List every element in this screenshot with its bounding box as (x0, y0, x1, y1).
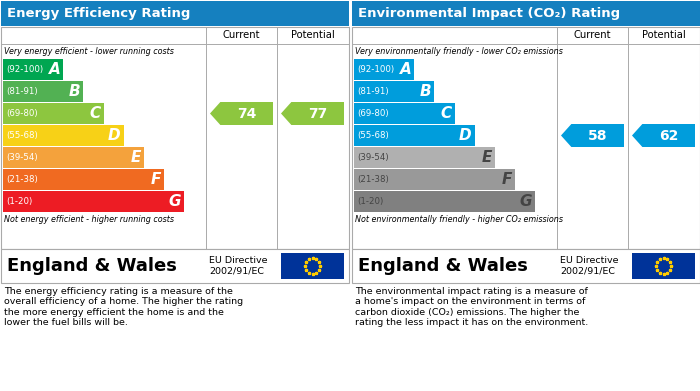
Bar (1, 249, 349, 283)
Bar (632, 253, 695, 279)
Text: England & Wales: England & Wales (358, 257, 528, 275)
Bar (352, 1, 700, 26)
Bar (354, 125, 475, 146)
Polygon shape (210, 102, 273, 125)
Bar (354, 191, 535, 212)
Text: (92-100): (92-100) (357, 65, 394, 74)
Text: G: G (519, 194, 532, 209)
Bar (352, 249, 700, 283)
Text: E: E (482, 150, 491, 165)
Polygon shape (561, 124, 624, 147)
Text: England & Wales: England & Wales (7, 257, 177, 275)
Text: F: F (150, 172, 161, 187)
Bar (354, 59, 414, 80)
Text: (81-91): (81-91) (6, 87, 38, 96)
Text: (39-54): (39-54) (6, 153, 38, 162)
Text: (55-68): (55-68) (6, 131, 38, 140)
Polygon shape (632, 124, 695, 147)
Text: D: D (108, 128, 120, 143)
Text: (81-91): (81-91) (357, 87, 388, 96)
Bar (1, 27, 349, 249)
Bar (281, 253, 344, 279)
Text: A: A (400, 62, 412, 77)
Bar (3, 191, 184, 212)
Bar (3, 59, 63, 80)
Text: (69-80): (69-80) (357, 109, 388, 118)
Text: G: G (169, 194, 181, 209)
Text: EU Directive
2002/91/EC: EU Directive 2002/91/EC (209, 256, 267, 276)
Text: Not environmentally friendly - higher CO₂ emissions: Not environmentally friendly - higher CO… (355, 215, 563, 224)
Text: (39-54): (39-54) (357, 153, 388, 162)
Bar (3, 147, 144, 168)
Text: Environmental Impact (CO₂) Rating: Environmental Impact (CO₂) Rating (358, 7, 620, 20)
Text: The energy efficiency rating is a measure of the
overall efficiency of a home. T: The energy efficiency rating is a measur… (4, 287, 243, 327)
Bar (3, 169, 164, 190)
Text: Current: Current (223, 30, 260, 41)
Bar (1, 1, 349, 26)
Text: (21-38): (21-38) (357, 175, 388, 184)
Text: A: A (48, 62, 60, 77)
Bar (3, 81, 83, 102)
Text: (1-20): (1-20) (6, 197, 32, 206)
Text: F: F (501, 172, 512, 187)
Bar (354, 169, 514, 190)
Bar (352, 27, 700, 249)
Text: Current: Current (574, 30, 611, 41)
Text: C: C (440, 106, 452, 121)
Text: (92-100): (92-100) (6, 65, 43, 74)
Text: (1-20): (1-20) (357, 197, 384, 206)
Text: 74: 74 (237, 106, 256, 120)
Text: Energy Efficiency Rating: Energy Efficiency Rating (7, 7, 190, 20)
Text: EU Directive
2002/91/EC: EU Directive 2002/91/EC (560, 256, 619, 276)
Polygon shape (281, 102, 344, 125)
Text: Very environmentally friendly - lower CO₂ emissions: Very environmentally friendly - lower CO… (355, 47, 563, 56)
Bar (354, 103, 454, 124)
Bar (354, 81, 435, 102)
Text: E: E (130, 150, 141, 165)
Text: 62: 62 (659, 129, 678, 142)
Text: (69-80): (69-80) (6, 109, 38, 118)
Text: (21-38): (21-38) (6, 175, 38, 184)
Text: (55-68): (55-68) (357, 131, 388, 140)
Text: Very energy efficient - lower running costs: Very energy efficient - lower running co… (4, 47, 174, 56)
Text: Not energy efficient - higher running costs: Not energy efficient - higher running co… (4, 215, 174, 224)
Text: Potential: Potential (290, 30, 335, 41)
Text: Potential: Potential (642, 30, 685, 41)
Bar (3, 103, 104, 124)
Text: C: C (90, 106, 101, 121)
Text: B: B (420, 84, 431, 99)
Text: D: D (459, 128, 472, 143)
Text: 77: 77 (308, 106, 328, 120)
Text: The environmental impact rating is a measure of
a home's impact on the environme: The environmental impact rating is a mea… (355, 287, 588, 327)
Text: B: B (69, 84, 81, 99)
Text: 58: 58 (588, 129, 608, 142)
Bar (3, 125, 124, 146)
Bar (354, 147, 495, 168)
